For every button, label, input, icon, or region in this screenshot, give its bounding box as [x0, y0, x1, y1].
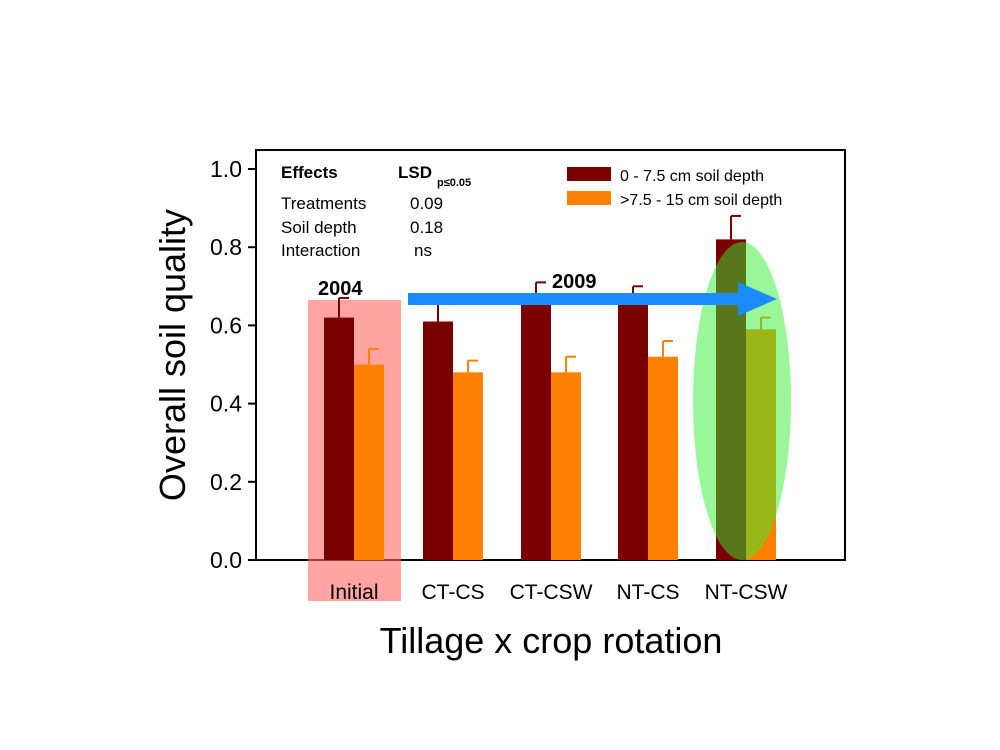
- effects-row-value: 0.09: [410, 194, 443, 213]
- bar: [453, 372, 483, 560]
- x-tick-label: CT-CSW: [510, 581, 593, 604]
- y-tick-label: 0.0: [210, 547, 242, 573]
- legend-label: >7.5 - 15 cm soil depth: [620, 192, 782, 209]
- year-2004-label: 2004: [318, 278, 363, 300]
- effects-table: Effects LSD p≤0.05 Treatments 0.09 Soil …: [281, 163, 471, 260]
- y-tick-label: 0.8: [210, 234, 242, 260]
- y-tick-label: 1.0: [210, 156, 242, 182]
- legend-swatch: [567, 191, 611, 205]
- effects-row-label: Interaction: [281, 241, 360, 260]
- y-axis-title: Overall soil quality: [152, 209, 193, 501]
- y-tick-label: 0.6: [210, 312, 242, 338]
- x-tick-label: CT-CS: [422, 581, 485, 604]
- bar: [648, 356, 678, 560]
- bar: [423, 321, 453, 560]
- effects-row-value: ns: [414, 241, 432, 260]
- effects-row-value: 0.18: [410, 218, 443, 237]
- timeline-arrow-head: [738, 282, 777, 316]
- bar: [324, 317, 354, 560]
- y-axis: 0.0 0.2 0.4 0.6 0.8 1.0: [210, 156, 256, 573]
- x-axis: Initial CT-CS CT-CSW NT-CS NT-CSW: [329, 581, 787, 604]
- y-tick-label: 0.2: [210, 469, 242, 495]
- x-tick-label: NT-CSW: [705, 581, 788, 604]
- bar: [618, 301, 648, 560]
- effects-header: Effects: [281, 163, 338, 182]
- year-2009-label: 2009: [552, 271, 597, 293]
- legend-label: 0 - 7.5 cm soil depth: [620, 168, 764, 185]
- bars: [308, 214, 791, 601]
- effects-row-label: Soil depth: [281, 218, 357, 237]
- ntcsw-highlight: [693, 242, 791, 560]
- x-axis-title: Tillage x crop rotation: [380, 620, 723, 661]
- effects-row-label: Treatments: [281, 194, 366, 213]
- bar: [551, 372, 581, 560]
- x-tick-label: Initial: [329, 581, 378, 604]
- legend-swatch: [567, 167, 611, 181]
- bar: [354, 364, 384, 560]
- x-tick-label: NT-CS: [617, 581, 680, 604]
- bar: [521, 301, 551, 560]
- y-tick-label: 0.4: [210, 391, 242, 417]
- timeline-arrow-shaft: [408, 293, 740, 305]
- lsd-header: LSD: [398, 163, 432, 182]
- lsd-subscript: p≤0.05: [437, 177, 471, 189]
- legend: 0 - 7.5 cm soil depth >7.5 - 15 cm soil …: [567, 167, 782, 209]
